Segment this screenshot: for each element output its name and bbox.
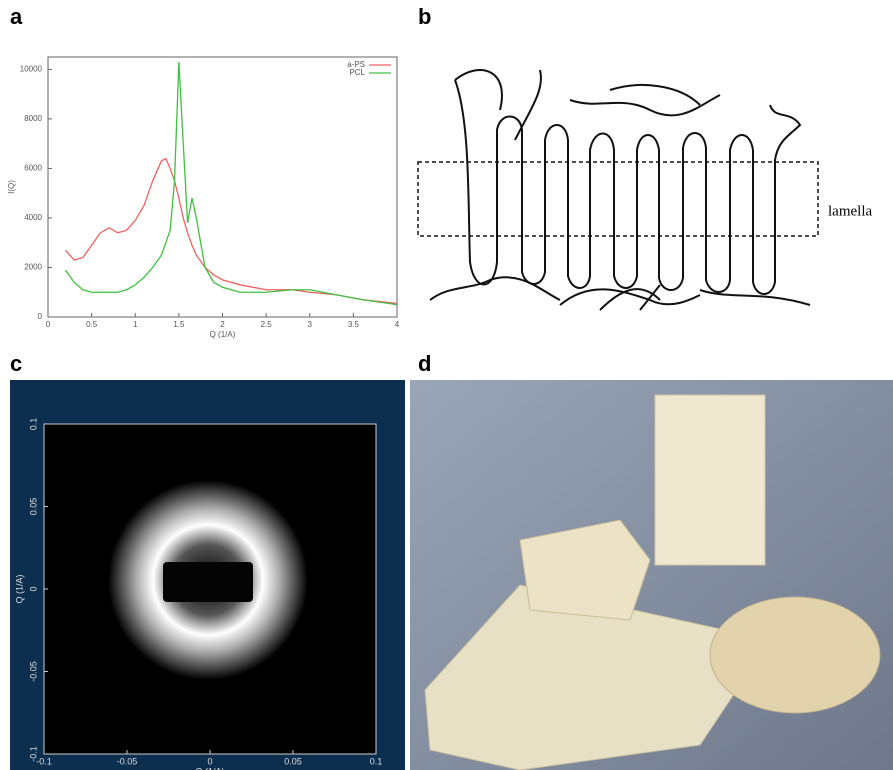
x-tick-label: 0.05 [284,756,302,766]
data-line [65,159,397,304]
y-tick-label: 0.05 [28,498,38,516]
y-tick-label: 8000 [24,114,42,123]
x-tick-label: 3.5 [348,320,360,329]
x-axis-label: Q (1/A) [195,766,224,770]
x-axis-label: Q (1/A) [210,330,236,339]
figure: a b c d lamella 0 0.5 1 1.5 2 2.5 3 3.5 4 0 2000 40… [0,0,893,770]
beamstop [163,562,253,602]
y-tick-label: 2000 [24,263,42,272]
x-tick-label: 1 [133,320,138,329]
panel-label: b [418,4,431,29]
y-tick-label: 10000 [20,64,43,73]
x-tick-label: -0.1 [36,756,52,766]
y-tick-label: 0 [28,586,38,591]
y-tick-label: -0.1 [28,746,38,762]
axes-frame [48,57,397,317]
x-tick-label: 1.5 [173,320,185,329]
photo-object [710,597,880,713]
y-tick-label: 4000 [24,213,42,222]
x-tick-label: -0.05 [117,756,138,766]
x-tick-label: 2 [220,320,225,329]
y-axis-label: Q (1/A) [14,574,24,603]
panel-label: d [418,351,431,376]
x-tick-label: 2.5 [261,320,273,329]
x-tick-label: 4 [395,320,400,329]
y-tick-label: 0 [38,312,43,321]
legend-label: PCL [349,68,365,77]
page: a b c d lamella 0 0.5 1 1.5 2 2.5 3 3.5 4 0 2000 40… [0,0,893,770]
y-axis-label: I(Q) [7,180,16,194]
y-tick-label: 6000 [24,164,42,173]
x-tick-label: 0.1 [370,756,383,766]
polymer-chain [455,70,720,140]
x-tick-label: 0.5 [86,320,98,329]
x-tick-label: 0 [46,320,51,329]
panel-label: a [10,4,23,29]
panel-label: c [10,351,22,376]
y-tick-label: -0.05 [28,661,38,682]
data-line [65,62,397,305]
chain-diagram [430,70,810,310]
y-tick-label: 0.1 [28,418,38,431]
diagram-label: lamella [828,203,872,219]
x-tick-label: 3 [308,320,313,329]
photo-object [655,395,765,565]
lamella-box [418,162,818,236]
x-tick-label: 0 [207,756,212,766]
polymer-chain [455,80,800,294]
